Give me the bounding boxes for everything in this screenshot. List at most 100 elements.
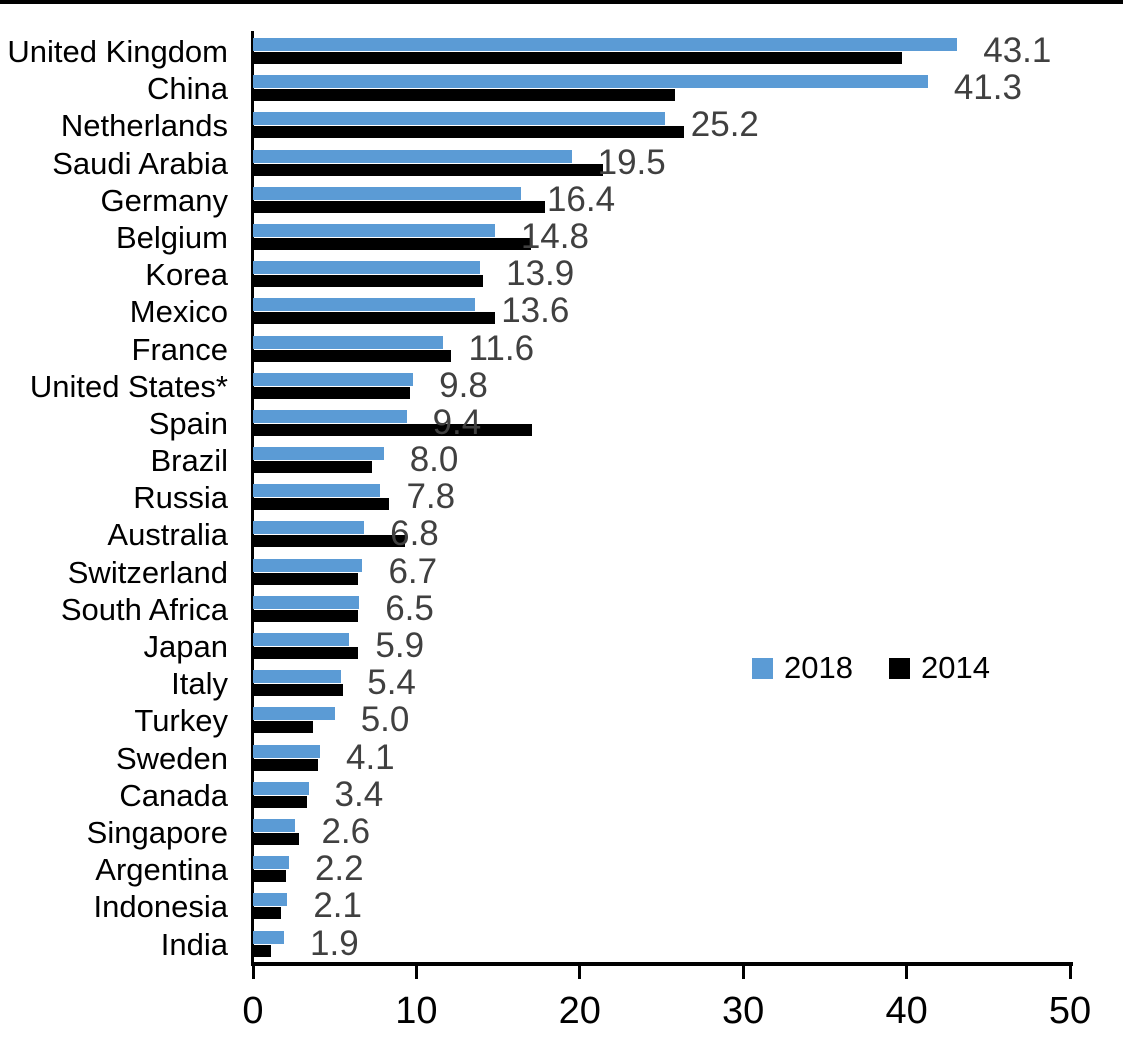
top-border-rule bbox=[0, 0, 1123, 4]
bar-group: 2.6 bbox=[253, 811, 1070, 851]
bar-2018 bbox=[253, 75, 928, 89]
bar-2018 bbox=[253, 633, 350, 646]
bar-2014 bbox=[253, 572, 358, 585]
bar-row: South Africa 6.5 bbox=[0, 589, 1070, 628]
bar-2018 bbox=[253, 112, 665, 126]
x-tick-mark bbox=[1068, 962, 1072, 979]
bar-2014 bbox=[253, 126, 685, 139]
bar-group: 9.4 bbox=[253, 402, 1070, 442]
bar-group: 5.0 bbox=[253, 700, 1070, 740]
x-tick-label: 10 bbox=[395, 990, 438, 1032]
bar-group: 2.2 bbox=[253, 849, 1070, 888]
value-label: 5.0 bbox=[360, 700, 410, 740]
bar-2018 bbox=[253, 595, 360, 609]
category-label: United States* bbox=[29, 368, 228, 404]
category-label: Korea bbox=[145, 257, 228, 293]
bar-row: India 1.9 bbox=[0, 923, 1070, 963]
category-label: United Kingdom bbox=[7, 34, 228, 69]
bar-group: 5.9 bbox=[253, 626, 1070, 665]
bar-row: Mexico 13.6 bbox=[0, 291, 1070, 330]
bar-2018 bbox=[253, 149, 572, 163]
bar-2014 bbox=[253, 609, 358, 622]
bar-group: 9.8 bbox=[253, 365, 1070, 405]
category-label: Sweden bbox=[115, 740, 228, 776]
value-label: 4.1 bbox=[345, 737, 395, 777]
bar-2018 bbox=[253, 856, 289, 870]
value-label: 5.9 bbox=[375, 626, 425, 665]
value-label: 6.8 bbox=[390, 514, 439, 554]
bar-row: Argentina 2.2 bbox=[0, 849, 1070, 888]
bar-2014 bbox=[253, 237, 531, 250]
bar-2018 bbox=[253, 447, 384, 461]
category-label: Canada bbox=[119, 777, 228, 813]
value-label: 2.6 bbox=[321, 811, 371, 851]
bar-group: 41.3 bbox=[253, 68, 1070, 108]
bar-2014 bbox=[253, 89, 675, 102]
bar-2014 bbox=[253, 163, 603, 176]
bar-group: 13.9 bbox=[253, 254, 1070, 294]
category-label: Belgium bbox=[116, 219, 228, 255]
bar-2014 bbox=[253, 498, 389, 511]
category-label: Singapore bbox=[86, 814, 228, 850]
category-label: Netherlands bbox=[60, 108, 228, 144]
x-tick-label: 40 bbox=[885, 990, 928, 1032]
bar-2018 bbox=[253, 818, 296, 832]
bar-group: 1.9 bbox=[253, 923, 1070, 963]
category-label: India bbox=[160, 926, 228, 962]
legend-swatch-2018 bbox=[752, 657, 773, 679]
category-label: Spain bbox=[148, 405, 228, 441]
value-label: 13.9 bbox=[506, 254, 575, 294]
value-label: 1.9 bbox=[310, 923, 359, 963]
bar-2018 bbox=[253, 893, 288, 907]
x-tick-mark bbox=[905, 962, 909, 979]
bar-group: 3.4 bbox=[253, 775, 1070, 814]
value-label: 11.6 bbox=[468, 328, 535, 368]
bar-row: Netherlands 25.2 bbox=[0, 105, 1070, 144]
bar-row: China 41.3 bbox=[0, 68, 1070, 108]
bar-group: 7.8 bbox=[253, 477, 1070, 516]
bar-2018 bbox=[253, 223, 495, 237]
category-label: Germany bbox=[100, 182, 228, 218]
category-label: France bbox=[131, 331, 228, 367]
category-label: China bbox=[147, 71, 228, 107]
bar-2018 bbox=[253, 744, 320, 758]
bar-2018 bbox=[253, 372, 414, 386]
bar-row: Switzerland 6.7 bbox=[0, 552, 1070, 591]
bar-2018 bbox=[253, 484, 381, 498]
value-label: 9.8 bbox=[439, 365, 488, 405]
bar-group: 4.1 bbox=[253, 737, 1070, 777]
x-tick-mark bbox=[578, 962, 582, 979]
bar-row: United Kingdom 43.1 bbox=[0, 31, 1070, 70]
value-label: 8.0 bbox=[409, 440, 459, 480]
bar-group: 2.1 bbox=[253, 886, 1070, 926]
bar-2018 bbox=[253, 781, 309, 795]
category-label: Argentina bbox=[95, 852, 228, 888]
value-label: 14.8 bbox=[520, 216, 589, 256]
bar-row: Belgium 14.8 bbox=[0, 216, 1070, 256]
category-label: Japan bbox=[143, 629, 228, 664]
bar-row: Japan 5.9 bbox=[0, 626, 1070, 665]
value-label: 9.4 bbox=[432, 402, 482, 442]
bar-2014 bbox=[253, 275, 484, 288]
bar-2018 bbox=[253, 521, 365, 535]
value-label: 5.4 bbox=[367, 663, 416, 703]
category-label: Switzerland bbox=[67, 554, 228, 590]
bar-2014 bbox=[253, 386, 410, 399]
category-label: Saudi Arabia bbox=[52, 145, 228, 181]
value-label: 19.5 bbox=[597, 142, 666, 182]
bar-rows-area: United Kingdom 43.1 China 41.3 Netherlands 25… bbox=[0, 31, 1070, 963]
bar-2014 bbox=[253, 832, 299, 845]
category-label: Mexico bbox=[129, 294, 228, 330]
x-tick-mark bbox=[414, 962, 418, 979]
value-label: 2.1 bbox=[313, 886, 362, 926]
bar-group: 11.6 bbox=[253, 328, 1070, 368]
bar-row: Korea 13.9 bbox=[0, 254, 1070, 294]
bar-row: Singapore 2.6 bbox=[0, 811, 1070, 851]
legend: 2018 2014 bbox=[752, 650, 990, 686]
bar-row: Italy 5.4 bbox=[0, 663, 1070, 703]
x-tick-label: 20 bbox=[558, 990, 601, 1032]
bar-group: 13.6 bbox=[253, 291, 1070, 330]
value-label: 41.3 bbox=[953, 68, 1022, 108]
value-label: 16.4 bbox=[546, 179, 616, 219]
